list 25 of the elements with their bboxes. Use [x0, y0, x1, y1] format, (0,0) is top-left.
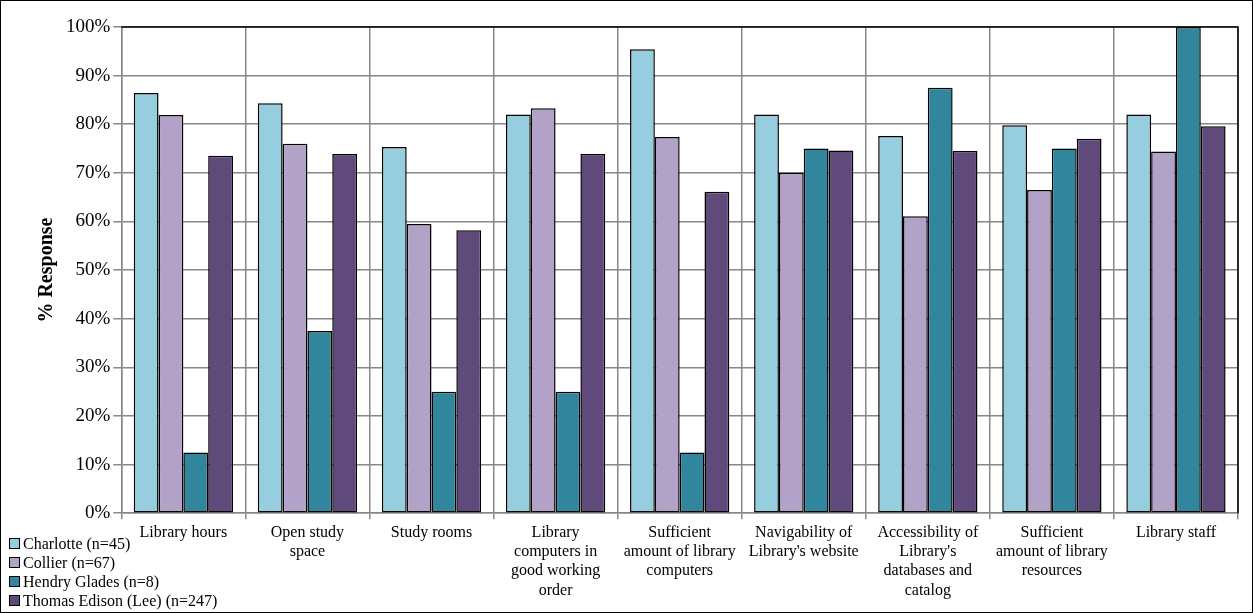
- y-tick-label: 10%: [75, 452, 111, 474]
- legend-label: Thomas Edison (Lee) (n=247): [23, 591, 218, 610]
- legend-label: Hendry Glades (n=8): [23, 572, 160, 591]
- x-tick-label: Navigability of Library's website: [748, 523, 859, 561]
- x-tick-label: Study rooms: [390, 523, 473, 541]
- y-tick-label: 60%: [75, 209, 111, 231]
- y-tick-label: 70%: [75, 160, 111, 182]
- y-tick-label: 40%: [75, 306, 111, 328]
- x-tick-label: Sufficient amount of library computers: [623, 523, 736, 580]
- y-axis-title: % Response: [34, 217, 58, 323]
- x-tick-label: Library computers in good working order: [510, 523, 601, 598]
- x-tick-label: Library staff: [1135, 523, 1217, 541]
- y-tick-label: 30%: [75, 355, 111, 377]
- y-tick-label: 50%: [75, 258, 111, 280]
- x-tick-label: Open study space: [270, 523, 345, 561]
- x-tick-label: Sufficient amount of library resources: [995, 523, 1108, 579]
- x-tick-label: Accessibility of Library's databases and catalog: [877, 523, 979, 599]
- x-tick-label: Library hours: [139, 523, 228, 541]
- y-tick-label: 100%: [66, 14, 111, 36]
- y-tick-label: 20%: [75, 403, 111, 425]
- legend-label: Charlotte (n=45): [23, 534, 131, 553]
- legend-label: Collier (n=67): [23, 553, 116, 572]
- y-tick-label: 80%: [75, 112, 111, 134]
- y-tick-label: 0%: [85, 501, 111, 523]
- y-tick-label: 90%: [75, 63, 111, 85]
